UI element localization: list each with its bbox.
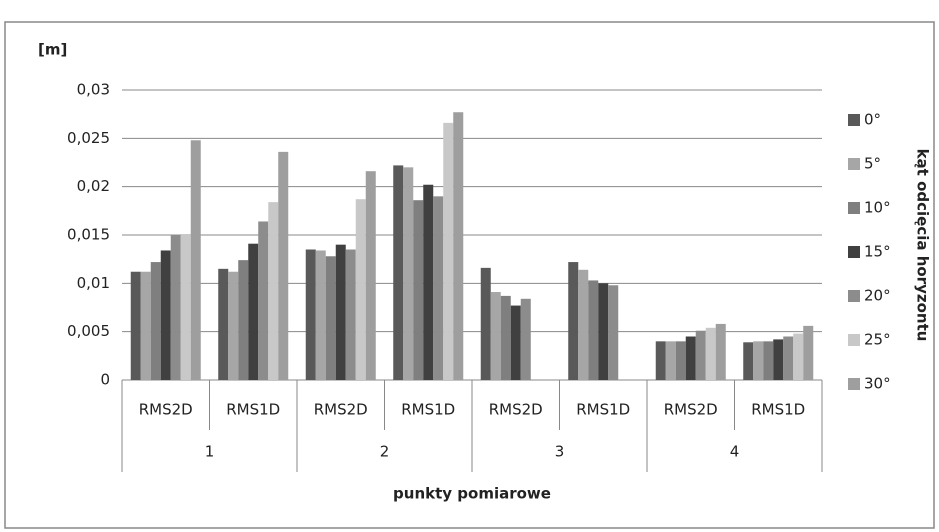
bar <box>268 202 279 380</box>
bar <box>180 234 191 380</box>
bar <box>520 298 531 380</box>
bar <box>500 295 511 380</box>
x-tick-label: RMS1D <box>226 401 280 419</box>
bar <box>403 167 414 380</box>
bar <box>675 341 686 380</box>
legend-label: 30° <box>864 375 891 393</box>
bar <box>715 323 726 380</box>
bar <box>803 325 814 380</box>
x-tick-label: RMS2D <box>664 401 718 419</box>
bar <box>433 196 444 380</box>
bar <box>773 339 784 380</box>
bar <box>305 249 316 380</box>
y-tick-label: 0,01 <box>77 274 110 292</box>
x-tick-label: RMS2D <box>314 401 368 419</box>
legend-swatch <box>848 378 860 390</box>
bar <box>655 341 666 380</box>
y-unit-label: [m] <box>38 41 67 59</box>
bar <box>608 285 619 380</box>
x-tick-label: RMS2D <box>489 401 543 419</box>
x-axis-title: punkty pomiarowe <box>393 485 551 503</box>
bar <box>248 243 259 380</box>
y-tick-label: 0,02 <box>77 177 110 195</box>
bar <box>685 336 696 380</box>
bar <box>453 112 464 380</box>
bar <box>325 256 336 380</box>
group-label: 1 <box>205 443 215 461</box>
x-tick-label: RMS1D <box>576 401 630 419</box>
legend-swatch <box>848 158 860 170</box>
bar <box>345 249 356 380</box>
bar <box>743 342 754 380</box>
legend-swatch <box>848 202 860 214</box>
bar <box>665 341 676 380</box>
group-label: 4 <box>730 443 740 461</box>
legend-swatch <box>848 246 860 258</box>
group-label: 3 <box>555 443 565 461</box>
y-tick-label: 0,015 <box>67 226 110 244</box>
bar <box>598 283 609 380</box>
legend-title: kąt odcięcia horyzontu <box>914 149 932 342</box>
y-tick-label: 0,025 <box>67 129 110 147</box>
bar <box>335 244 346 380</box>
bar <box>443 122 454 380</box>
legend-label: 10° <box>864 199 891 217</box>
legend-swatch <box>848 114 860 126</box>
bar <box>150 262 161 380</box>
legend-label: 20° <box>864 287 891 305</box>
bar <box>140 271 151 380</box>
x-tick-label: RMS2D <box>139 401 193 419</box>
bar <box>130 271 141 380</box>
bar <box>228 271 239 380</box>
bar <box>763 341 774 380</box>
bar <box>393 165 404 380</box>
bar <box>258 221 269 380</box>
bar <box>588 280 599 380</box>
y-tick-label: 0,005 <box>67 322 110 340</box>
group-label: 2 <box>380 443 390 461</box>
bar <box>783 336 794 380</box>
legend-swatch <box>848 334 860 346</box>
bar <box>568 262 579 380</box>
y-tick-label: 0 <box>100 371 110 389</box>
bar <box>355 199 366 380</box>
bar <box>578 269 589 380</box>
bar <box>170 235 181 380</box>
bar <box>695 330 706 380</box>
bar <box>423 184 434 380</box>
bar <box>480 267 491 380</box>
bar <box>705 327 716 380</box>
x-tick-label: RMS1D <box>751 401 805 419</box>
legend-label: 15° <box>864 243 891 261</box>
bar <box>365 171 376 380</box>
bar <box>490 292 501 380</box>
bar <box>238 260 249 380</box>
bar <box>413 200 424 380</box>
bar <box>753 341 764 380</box>
legend-label: 25° <box>864 331 891 349</box>
bar <box>510 305 521 380</box>
bar <box>278 151 289 380</box>
bar <box>218 268 229 380</box>
bar <box>315 250 326 380</box>
legend-label: 5° <box>864 155 881 173</box>
legend-swatch <box>848 290 860 302</box>
bar <box>793 333 804 380</box>
bar <box>190 140 201 380</box>
y-tick-label: 0,03 <box>77 81 110 99</box>
x-tick-label: RMS1D <box>401 401 455 419</box>
legend-label: 0° <box>864 111 881 129</box>
bar <box>160 250 171 380</box>
